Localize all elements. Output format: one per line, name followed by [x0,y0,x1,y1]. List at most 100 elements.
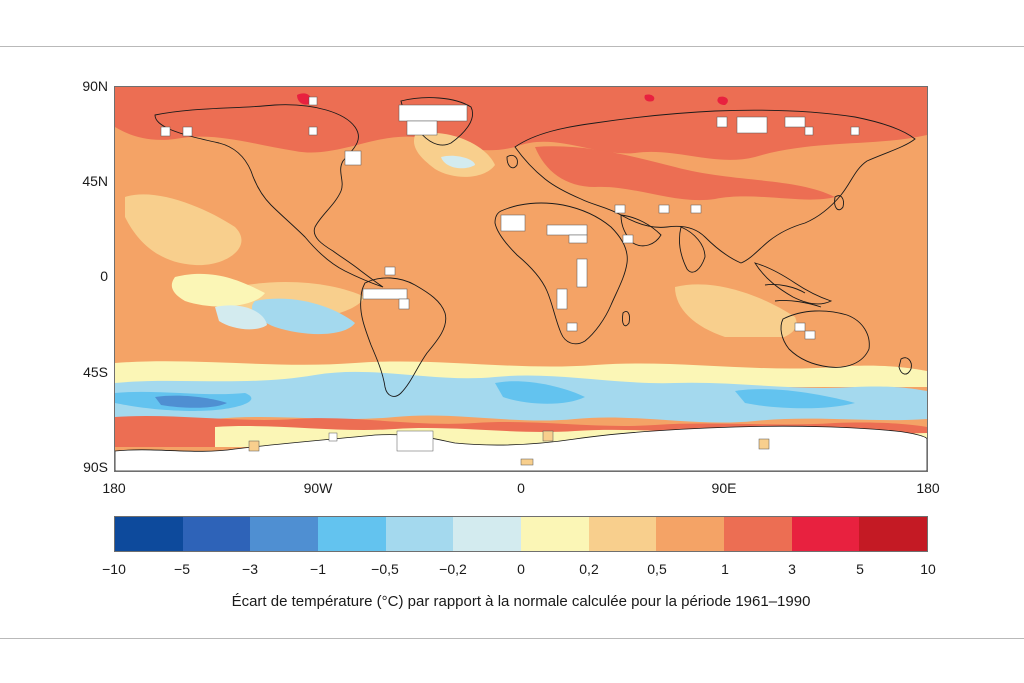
colorbar-swatch-3 [318,517,386,551]
anomaly-atlantic-cool [441,155,475,169]
colorbar-swatch-11 [859,517,928,551]
colorbar-tick-label: −5 [174,561,190,577]
colorbar-caption: Écart de température (°C) par rapport à … [231,593,811,610]
colorbar-swatch-10 [791,517,860,551]
colorbar-tick-label: 3 [788,561,796,577]
coastline-africa [494,202,628,345]
coastline-indonesia [764,284,822,308]
lat-label-equator: 0 [100,268,108,284]
missing-cell [690,204,702,214]
missing-data-cells [160,96,860,452]
lon-label-90e: 90E [711,480,737,496]
anomaly-arctic-hot-2 [644,94,655,102]
missing-cell [328,432,338,442]
data-cell [248,440,260,452]
bottom-divider [0,638,1024,639]
anomaly-southern-ocean-coldest [155,395,227,408]
temperature-anomaly-map [114,86,928,472]
colorbar-swatch-4 [385,517,454,551]
anomaly-tropical-pale [171,273,265,307]
anomaly-arctic-hot-1 [297,93,312,105]
lat-label-90s: 90S [83,459,108,475]
colorbar-tick-label: −3 [242,561,258,577]
missing-cell [622,234,634,244]
colorbar-tick-label: 0 [517,561,525,577]
missing-cell [546,224,588,236]
anomaly-indian-light [675,284,797,342]
missing-cell [736,116,768,134]
anomaly-pacific-light [125,194,242,266]
colorbar-swatch-2 [250,517,319,551]
coastline-south-america [360,277,447,397]
coastline-madagascar [622,311,630,327]
colorbar-tick-label: 1 [721,561,729,577]
anomaly-southern-ocean-cold-3 [735,389,855,409]
lon-label-0: 0 [517,480,525,496]
anomaly-arctic-warm [115,87,927,160]
map-canvas [115,87,927,471]
antarctica-no-data [115,425,927,471]
missing-cell [556,288,568,310]
missing-cell [398,104,468,122]
missing-cell [784,116,806,128]
antarctic-data-cells [248,430,770,466]
colorbar-swatch-8 [656,517,725,551]
colorbar-tick-label: −0,5 [371,561,399,577]
missing-cell [566,322,578,332]
coastline-north-america [154,104,384,288]
data-cell [542,430,554,442]
coastline-british-isles [506,154,518,169]
missing-cell [794,322,806,332]
data-cell [758,438,770,450]
lat-label-45s: 45S [83,364,108,380]
colorbar-tick-label: 0,5 [647,561,667,577]
colorbar-tick-label: −0,2 [439,561,467,577]
lon-label-180e: 180 [916,480,940,496]
coastline-southeast-asia [753,262,833,305]
missing-cell [804,330,816,340]
missing-cell [398,298,410,310]
colorbar-swatch-0 [115,517,183,551]
colorbar-swatch-7 [588,517,657,551]
coastline-new-zealand [898,357,912,375]
lon-label-180w: 180 [102,480,126,496]
missing-cell [716,116,728,128]
anomaly-siberia-warm [535,146,835,201]
lat-label-45n: 45N [82,173,108,189]
anomaly-south-pacific-cool [251,298,355,335]
colorbar-tick-label: 0,2 [579,561,599,577]
missing-cell [308,96,318,106]
missing-cell [850,126,860,136]
coastline-australia [780,310,870,368]
missing-cell [308,126,318,136]
colorbar-swatch-5 [453,517,522,551]
colorbar-swatch-9 [724,517,792,551]
colorbar-swatch-1 [182,517,251,551]
coastline-arabia [620,214,662,247]
coastline-india [678,226,706,273]
missing-cell [500,214,526,232]
missing-cell [614,204,626,214]
missing-cell [658,204,670,214]
colorbar [114,516,928,552]
data-cell [520,458,534,466]
missing-cell [160,126,171,137]
missing-cell [344,150,362,166]
missing-cell [576,258,588,288]
colorbar-tick-label: 10 [920,561,936,577]
missing-cell [804,126,814,136]
missing-cell [406,120,438,136]
anomaly-southern-ocean-cold-2 [495,381,585,404]
lon-label-90w: 90W [303,480,333,496]
missing-cell [384,266,396,276]
colorbar-tick-label: 5 [856,561,864,577]
colorbar-swatch-6 [521,517,589,551]
missing-cell [182,126,193,137]
coastline-japan [834,195,844,211]
coastline-europe-asia [514,109,916,264]
colorbar-tick-label: −10 [102,561,126,577]
missing-cell [396,430,434,452]
anomaly-arctic-hot-3 [717,96,728,105]
colorbar-tick-label: −1 [310,561,326,577]
top-divider [0,46,1024,47]
